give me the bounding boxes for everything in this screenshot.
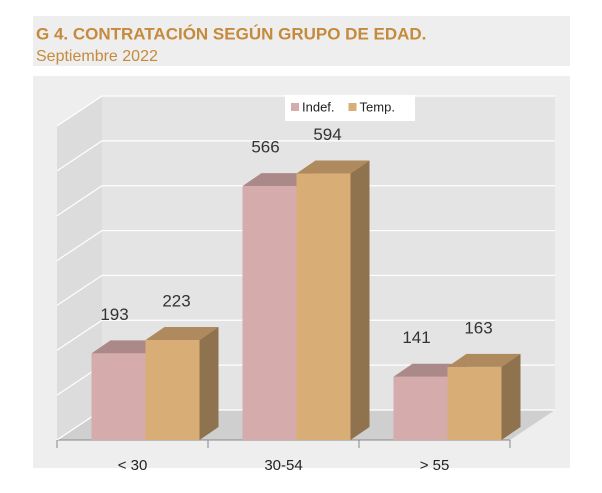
grid-line <box>56 274 555 306</box>
legend: Indef. Temp. <box>285 95 415 121</box>
data-label: 193 <box>100 305 128 324</box>
legend-swatch <box>291 103 299 111</box>
grid-line <box>56 185 555 217</box>
chart-title: G 4. CONTRATACIÓN SEGÚN GRUPO DE EDAD. <box>36 24 426 43</box>
bars <box>91 160 521 440</box>
data-label: 141 <box>402 328 430 347</box>
header-background <box>33 16 570 66</box>
bar-front <box>91 353 146 440</box>
bar-front <box>145 339 200 440</box>
bar-top <box>296 160 370 174</box>
grid-line <box>56 229 555 262</box>
legend-swatch <box>348 103 357 111</box>
grid-line <box>56 319 555 351</box>
bar-front <box>447 366 502 440</box>
legend-label: Temp. <box>360 99 395 114</box>
x-tick-label: 30-54 <box>264 457 302 474</box>
bar-side <box>199 326 219 440</box>
bar-front <box>242 186 297 440</box>
data-label: 163 <box>464 318 492 337</box>
data-label: 223 <box>162 291 190 310</box>
bar <box>296 160 370 440</box>
bar-front <box>296 173 351 440</box>
chart-subtitle: Septiembre 2022 <box>36 48 158 65</box>
data-label: 594 <box>313 125 341 144</box>
bar-front <box>393 376 448 440</box>
bar <box>145 326 219 440</box>
bar-top <box>447 353 521 367</box>
x-tick-label: > 55 <box>420 457 450 474</box>
bar-side <box>501 353 521 440</box>
grid-line <box>56 140 555 172</box>
side-wall <box>57 96 102 440</box>
x-tick-label: < 30 <box>118 457 148 474</box>
legend-label: Indef. <box>302 99 335 114</box>
bar-top <box>145 326 219 340</box>
bar-side <box>350 160 370 440</box>
data-label: 566 <box>251 138 279 157</box>
bar <box>447 353 521 440</box>
